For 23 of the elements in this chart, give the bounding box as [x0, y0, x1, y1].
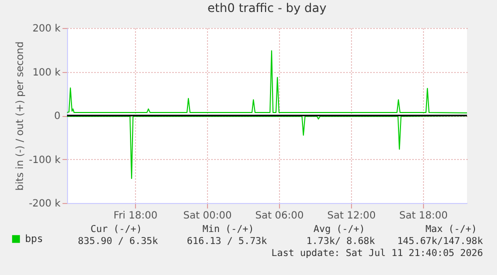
text: Last update: Sat Jul 11 21:40:05 2026 [271, 248, 484, 259]
x-tick-label: Sat 00:00 [183, 210, 232, 222]
y-tick-label: -100 k [28, 154, 61, 166]
text: 145.67k/147.98k [397, 236, 484, 247]
y-tick-label: 0 [54, 111, 60, 122]
text: Min (-/+) [202, 224, 254, 235]
text: 616.13 / 5.73k [186, 236, 268, 247]
y-tick-label: 100 k [32, 67, 61, 78]
y-tick-label: -200 k [28, 198, 61, 210]
line-series [66, 50, 468, 114]
text: Avg (-/+) [314, 224, 365, 235]
x-tick-label: Sat 06:00 [255, 210, 304, 222]
legend-label: bps [25, 234, 44, 245]
text: Max (-/+) [426, 224, 477, 235]
text: 835.90 / 6.35k [78, 236, 158, 247]
y-tick-label: 200 k [32, 24, 61, 34]
x-tick-label: Sat 18:00 [399, 210, 448, 222]
x-tick-label: Sat 12:00 [327, 210, 376, 222]
text: 1.73k/ 8.68k [306, 236, 376, 247]
text: Cur (-/+) [90, 224, 142, 235]
y-axis-title: bits in (-) / out (+) per second [14, 41, 26, 191]
chart-title: eth0 traffic - by day [208, 1, 326, 15]
x-tick-label: Fri 18:00 [114, 210, 158, 222]
